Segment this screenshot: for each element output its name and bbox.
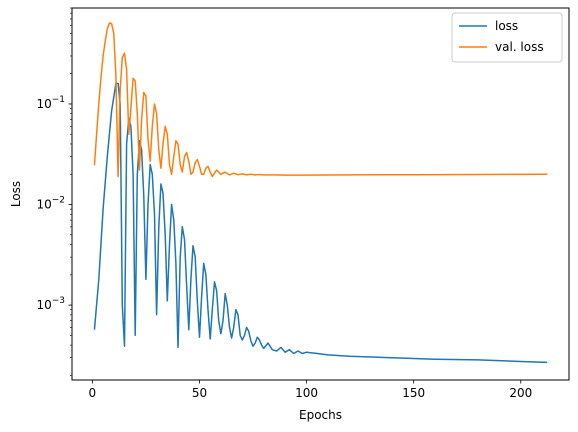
y-axis-label: Loss — [9, 181, 23, 207]
legend-label-loss: loss — [495, 19, 518, 33]
x-tick-label: 200 — [509, 386, 532, 400]
y-tick-label: 10−3 — [36, 296, 65, 312]
legend: loss val. loss — [451, 12, 563, 63]
x-tick-label: 150 — [402, 386, 425, 400]
series-line-loss — [93, 82, 548, 364]
axes-layer: 0 50 100 150 200 10−3 10−2 10−1 — [36, 7, 532, 400]
y-tick-label: 10−1 — [36, 95, 65, 111]
legend-label-val-loss: val. loss — [495, 40, 544, 54]
x-axis-label: Epochs — [299, 408, 342, 422]
plot-frame — [71, 7, 570, 381]
series-line-val-loss — [93, 22, 548, 178]
x-tick-label: 100 — [295, 386, 318, 400]
plot-content — [93, 22, 548, 364]
x-tick-label: 0 — [89, 386, 97, 400]
y-tick-label: 10−2 — [36, 196, 65, 212]
x-tick-label: 50 — [192, 386, 207, 400]
